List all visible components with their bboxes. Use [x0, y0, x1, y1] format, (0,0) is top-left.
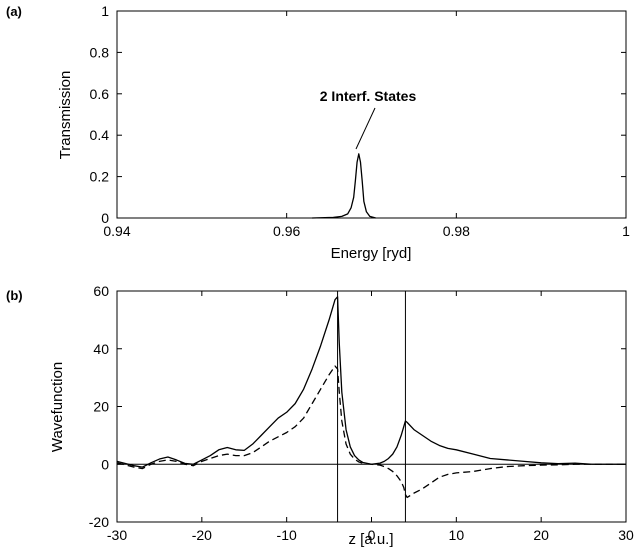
y-tick-label-a-0: 0 [101, 210, 109, 226]
y-tick-label-b-1: 0 [101, 456, 109, 472]
x-tick-label-a-3: 1 [622, 223, 630, 239]
y-tick-label-a-4: 0.8 [90, 44, 110, 60]
y-tick-label-a-1: 0.2 [90, 169, 110, 185]
annotation-leader-a [355, 107, 376, 150]
x-tick-label-b-3: 0 [368, 527, 376, 543]
y-tick-label-a-3: 0.6 [90, 86, 110, 102]
y-axis-label-b: Wavefunction [49, 362, 66, 452]
annotation-text-a: 2 Interf. States [320, 88, 417, 104]
x-tick-label-b-0: -30 [107, 527, 127, 543]
y-tick-label-a-5: 1 [101, 3, 109, 19]
x-tick-label-a-1: 0.96 [273, 223, 300, 239]
x-tick-label-a-0: 0.94 [103, 223, 130, 239]
y-tick-label-a-2: 0.4 [90, 127, 110, 143]
x-tick-label-b-5: 20 [533, 527, 549, 543]
panel-label-b: (b) [6, 288, 23, 303]
y-tick-label-b-2: 20 [93, 399, 109, 415]
series-b-solid [116, 296, 626, 468]
x-tick-label-b-2: -10 [277, 527, 297, 543]
y-tick-label-b-3: 40 [93, 341, 109, 357]
panel-label-a: (a) [6, 4, 22, 19]
x-axis-label-a: Energy [ryd] [331, 245, 412, 262]
x-axis-label-b: z [a.u.] [348, 531, 393, 548]
series-b-dashed [116, 365, 626, 499]
series-a-solid [312, 153, 376, 219]
plot-frame-b [116, 290, 627, 523]
chart-a: 0.94 0.96 0.98 1 0 0.2 0.4 0.6 0.8 1 [90, 3, 631, 239]
x-tick-label-b-6: 30 [618, 527, 634, 543]
y-tick-label-b-4: 60 [93, 283, 109, 299]
x-tick-label-a-2: 0.98 [443, 223, 470, 239]
plot-frame-a [116, 10, 627, 219]
x-tick-label-b-1: -20 [192, 527, 212, 543]
y-axis-label-a: Transmission [57, 71, 74, 160]
x-tick-label-b-4: 10 [449, 527, 465, 543]
y-tick-label-b-0: -20 [89, 514, 109, 530]
